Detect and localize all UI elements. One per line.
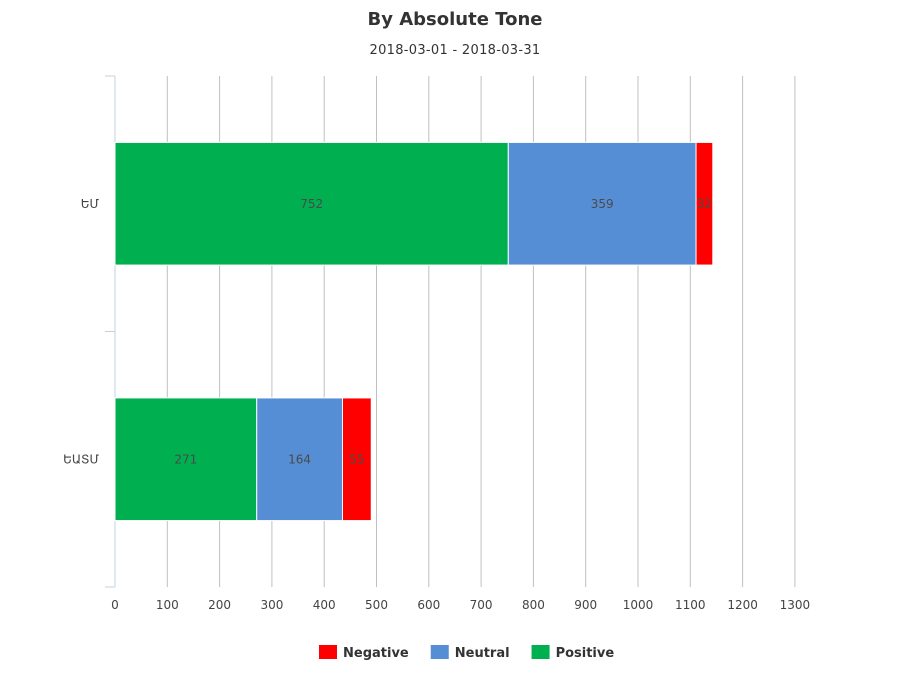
legend-swatch-negative <box>319 645 337 659</box>
data-label-negative: 55 <box>349 452 364 466</box>
bar-positive <box>114 397 258 522</box>
data-label-neutral: 359 <box>591 197 614 211</box>
x-tick-label-0: 0 <box>111 598 119 612</box>
legend-swatch-neutral <box>430 645 449 659</box>
data-label-neutral: 164 <box>288 452 311 466</box>
legend-label-positive: Positive <box>556 646 615 661</box>
bar-positive <box>114 141 509 266</box>
x-tick-label-1000: 1000 <box>623 598 654 612</box>
legend-swatch-positive <box>531 645 550 659</box>
data-label-positive: 752 <box>300 197 323 211</box>
x-tick-label-1100: 1100 <box>675 598 706 612</box>
category-label: ԵԱՏՄ <box>63 452 99 466</box>
x-tick-label-600: 600 <box>417 598 440 612</box>
bar-neutral <box>507 141 697 266</box>
x-tick-label-200: 200 <box>208 598 231 612</box>
bar-negative <box>695 141 714 266</box>
category-label: ԵՄ <box>81 197 100 211</box>
x-tick-label-900: 900 <box>574 598 597 612</box>
x-tick-label-300: 300 <box>260 598 283 612</box>
bar-neutral <box>256 397 344 522</box>
chart-title: By Absolute Tone <box>367 9 543 30</box>
legend-label-negative: Negative <box>343 646 409 661</box>
x-tick-label-1300: 1300 <box>780 598 811 612</box>
x-tick-label-100: 100 <box>156 598 179 612</box>
data-label-positive: 271 <box>174 452 197 466</box>
bar-negative <box>342 397 372 522</box>
x-tick-label-500: 500 <box>365 598 388 612</box>
legend-label-neutral: Neutral <box>455 646 510 661</box>
x-tick-label-400: 400 <box>313 598 336 612</box>
x-tick-label-700: 700 <box>470 598 493 612</box>
x-tick-label-800: 800 <box>522 598 545 612</box>
x-tick-label-1200: 1200 <box>727 598 758 612</box>
chart-subtitle: 2018-03-01 - 2018-03-31 <box>369 43 541 58</box>
data-label-negative: 32 <box>697 197 712 211</box>
